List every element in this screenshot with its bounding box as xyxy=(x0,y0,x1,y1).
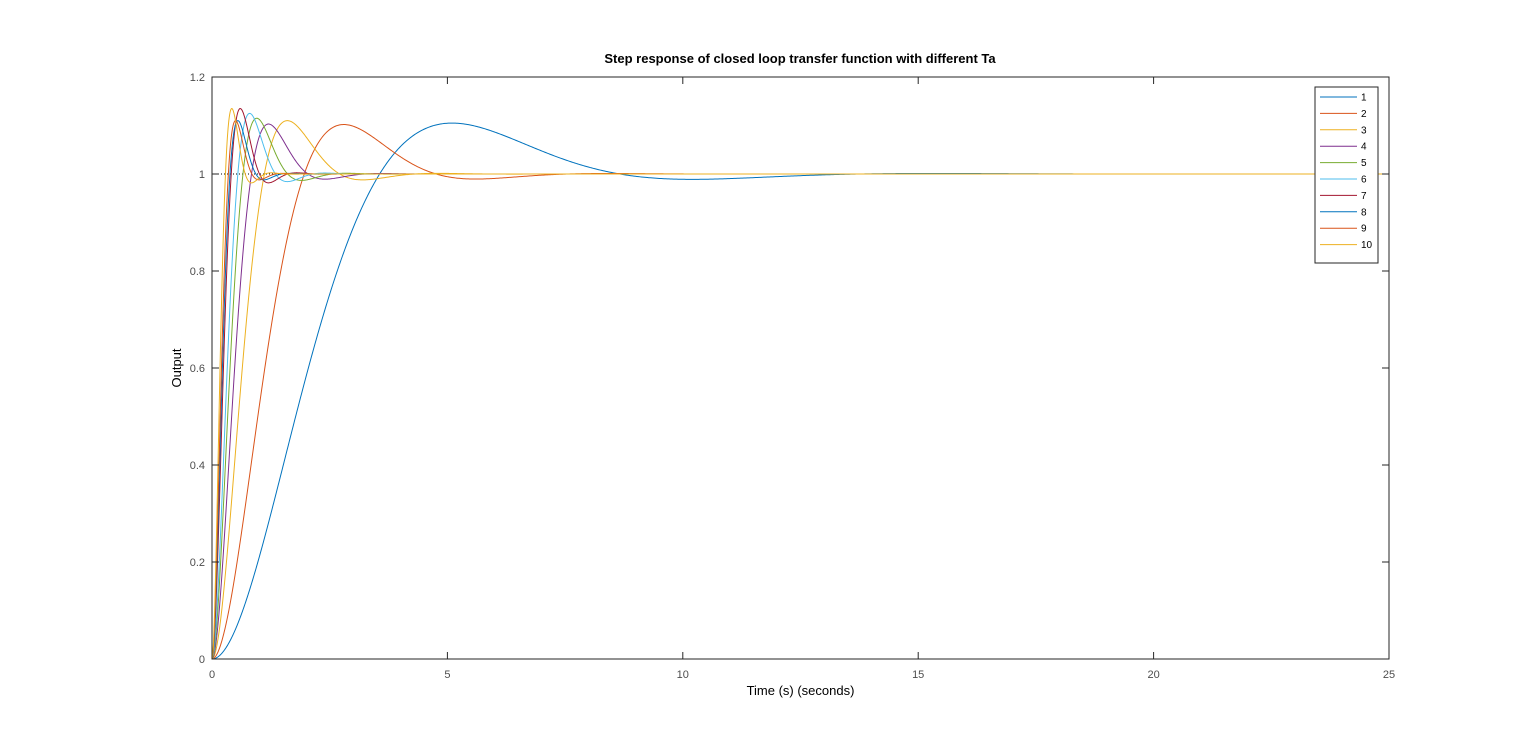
legend-box xyxy=(1314,86,1379,264)
y-tick-label: 1.2 xyxy=(190,72,205,84)
series-line-10 xyxy=(211,107,1389,660)
legend-label: 4 xyxy=(1361,142,1367,153)
y-tick-label: 0 xyxy=(199,654,205,666)
legend: 1 2 3 4 5 6 7 8 9 10 xyxy=(1314,86,1379,264)
y-tick-label: 0.4 xyxy=(190,460,205,472)
chart-title: Step response of closed loop transfer fu… xyxy=(604,51,996,66)
x-tick-label: 5 xyxy=(444,669,450,681)
legend-label: 10 xyxy=(1361,240,1373,251)
y-tick-label: 0.6 xyxy=(190,363,205,375)
legend-label: 6 xyxy=(1361,175,1367,186)
y-axis-label: Output xyxy=(169,348,184,387)
legend-label: 5 xyxy=(1361,158,1367,169)
legend-label: 8 xyxy=(1361,207,1367,218)
x-tick-label: 0 xyxy=(209,669,215,681)
y-tick-label: 0.2 xyxy=(190,557,205,569)
x-tick-label: 20 xyxy=(1147,669,1159,681)
legend-label: 9 xyxy=(1361,224,1367,235)
legend-label: 3 xyxy=(1361,125,1367,136)
y-tick-label: 1 xyxy=(199,169,205,181)
y-tick-label: 0.8 xyxy=(190,266,205,278)
x-tick-label: 10 xyxy=(677,669,689,681)
legend-label: 2 xyxy=(1361,109,1367,120)
x-tick-label: 15 xyxy=(912,669,924,681)
x-axis-label: Time (s) (seconds) xyxy=(747,683,855,698)
x-tick-label: 25 xyxy=(1383,669,1395,681)
legend-label: 7 xyxy=(1361,191,1367,202)
legend-label: 1 xyxy=(1361,93,1367,104)
series-layer xyxy=(211,107,1389,660)
axes-box xyxy=(212,77,1389,659)
